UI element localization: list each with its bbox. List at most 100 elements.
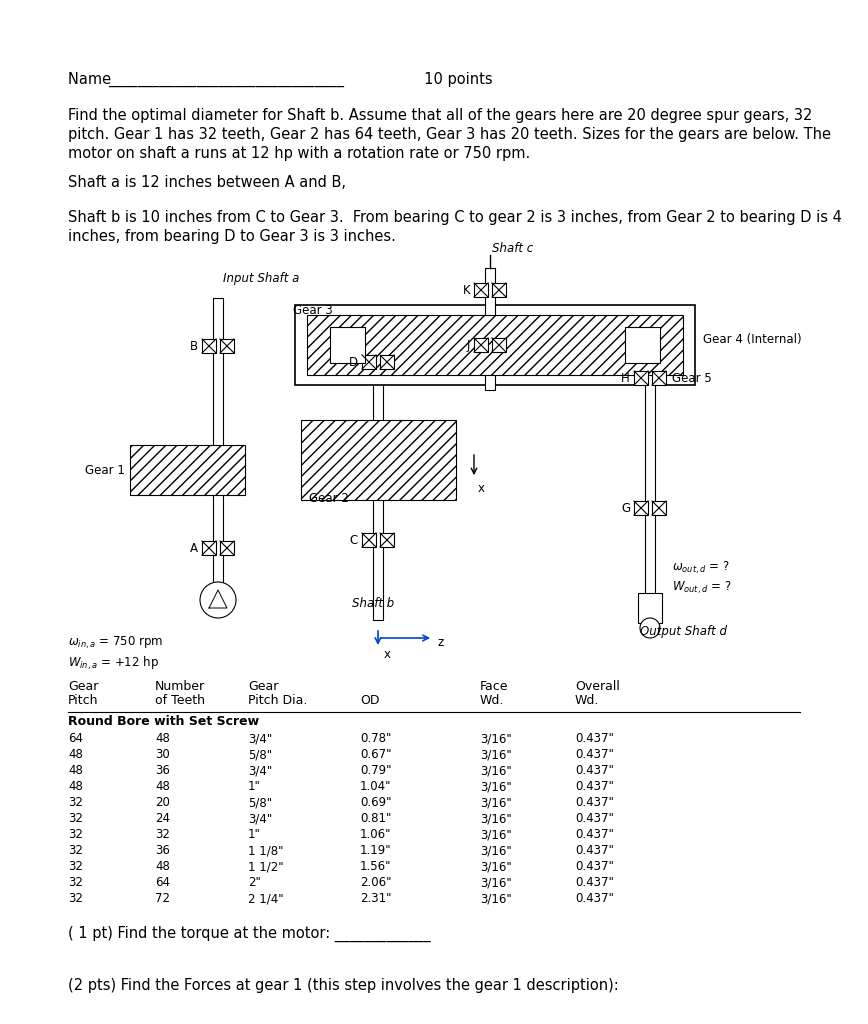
- Bar: [220, 339, 234, 353]
- Text: 1": 1": [248, 780, 261, 793]
- Text: OD: OD: [360, 694, 379, 707]
- Text: 24: 24: [155, 812, 170, 825]
- Text: Gear 3: Gear 3: [293, 304, 333, 317]
- Text: 32: 32: [68, 892, 82, 905]
- Bar: [202, 339, 216, 353]
- Text: Gear 5: Gear 5: [672, 372, 712, 384]
- Bar: [380, 355, 394, 369]
- Text: 1 1/8": 1 1/8": [248, 844, 284, 857]
- Text: 2.31": 2.31": [360, 892, 391, 905]
- Bar: [130, 445, 245, 495]
- Text: (2 pts) Find the Forces at gear 1 (this step involves the gear 1 description):: (2 pts) Find the Forces at gear 1 (this …: [68, 978, 619, 993]
- Bar: [474, 338, 488, 352]
- Text: G: G: [621, 502, 630, 514]
- Text: 0.437": 0.437": [575, 828, 614, 841]
- Text: 10 points: 10 points: [415, 72, 493, 87]
- Bar: [638, 593, 662, 623]
- Text: Wd.: Wd.: [575, 694, 600, 707]
- Bar: [645, 316, 655, 618]
- Bar: [307, 315, 683, 375]
- Text: 3/4": 3/4": [248, 812, 273, 825]
- Text: pitch. Gear 1 has 32 teeth, Gear 2 has 64 teeth, Gear 3 has 20 teeth. Sizes for : pitch. Gear 1 has 32 teeth, Gear 2 has 6…: [68, 127, 831, 142]
- Text: of Teeth: of Teeth: [155, 694, 205, 707]
- Text: 2.06": 2.06": [360, 876, 391, 889]
- Text: 3/4": 3/4": [248, 764, 273, 777]
- Text: Gear 1: Gear 1: [85, 464, 125, 476]
- Text: 3/16": 3/16": [480, 780, 512, 793]
- Bar: [348, 322, 408, 357]
- Text: 3/16": 3/16": [480, 748, 512, 761]
- Text: Shaft b is 10 inches from C to Gear 3.  From bearing C to gear 2 is 3 inches, fr: Shaft b is 10 inches from C to Gear 3. F…: [68, 210, 842, 225]
- Text: 0.67": 0.67": [360, 748, 391, 761]
- Text: C: C: [350, 534, 358, 547]
- Text: Shaft a is 12 inches between A and B,: Shaft a is 12 inches between A and B,: [68, 175, 346, 190]
- Text: 1 1/2": 1 1/2": [248, 860, 284, 873]
- Text: Gear: Gear: [68, 680, 98, 693]
- Bar: [652, 371, 666, 385]
- Text: 0.437": 0.437": [575, 860, 614, 873]
- Text: 32: 32: [68, 876, 82, 889]
- Text: 48: 48: [68, 748, 82, 761]
- Bar: [373, 310, 383, 620]
- Text: 0.69": 0.69": [360, 796, 391, 809]
- Text: 48: 48: [68, 780, 82, 793]
- Bar: [362, 355, 376, 369]
- Text: x: x: [478, 482, 485, 495]
- Bar: [634, 371, 648, 385]
- Text: 2": 2": [248, 876, 261, 889]
- Text: 3/16": 3/16": [480, 892, 512, 905]
- Text: Output Shaft d: Output Shaft d: [640, 625, 727, 638]
- Text: motor on shaft a runs at 12 hp with a rotation rate or 750 rpm.: motor on shaft a runs at 12 hp with a ro…: [68, 146, 530, 161]
- Text: 1.06": 1.06": [360, 828, 391, 841]
- Text: H: H: [621, 372, 630, 384]
- Text: 0.437": 0.437": [575, 892, 614, 905]
- Text: J: J: [467, 339, 470, 351]
- Text: A: A: [190, 542, 198, 555]
- Text: 64: 64: [68, 732, 83, 745]
- Text: 0.437": 0.437": [575, 796, 614, 809]
- Text: 36: 36: [155, 844, 170, 857]
- Text: 32: 32: [68, 796, 82, 809]
- Text: Face: Face: [480, 680, 509, 693]
- Bar: [492, 338, 506, 352]
- Bar: [202, 541, 216, 555]
- Circle shape: [200, 582, 236, 618]
- Text: 5/8": 5/8": [248, 748, 273, 761]
- Text: Name: Name: [68, 72, 115, 87]
- Text: 0.437": 0.437": [575, 764, 614, 777]
- Bar: [474, 283, 488, 297]
- Text: 1": 1": [248, 828, 261, 841]
- Text: 0.437": 0.437": [575, 876, 614, 889]
- Bar: [220, 541, 234, 555]
- Text: ________________________________: ________________________________: [108, 72, 344, 87]
- Text: 0.437": 0.437": [575, 844, 614, 857]
- Text: 0.78": 0.78": [360, 732, 391, 745]
- Text: D: D: [349, 355, 358, 369]
- Text: 36: 36: [155, 764, 170, 777]
- Text: Pitch Dia.: Pitch Dia.: [248, 694, 307, 707]
- Text: 2 1/4": 2 1/4": [248, 892, 284, 905]
- Bar: [492, 283, 506, 297]
- Text: 0.79": 0.79": [360, 764, 391, 777]
- Text: 32: 32: [68, 860, 82, 873]
- Text: 64: 64: [155, 876, 170, 889]
- Bar: [301, 420, 456, 500]
- Text: $\omega_{in,a}$ = 750 rpm: $\omega_{in,a}$ = 750 rpm: [68, 635, 163, 651]
- Text: Overall: Overall: [575, 680, 620, 693]
- Text: Number: Number: [155, 680, 205, 693]
- Text: z: z: [438, 636, 444, 648]
- Text: Shaft b: Shaft b: [352, 597, 394, 610]
- Text: Gear 2: Gear 2: [309, 492, 349, 505]
- Text: 0.437": 0.437": [575, 812, 614, 825]
- Text: 48: 48: [155, 860, 170, 873]
- Text: 48: 48: [155, 780, 170, 793]
- Bar: [652, 501, 666, 515]
- Text: Round Bore with Set Screw: Round Bore with Set Screw: [68, 715, 260, 728]
- Text: 32: 32: [68, 844, 82, 857]
- Circle shape: [640, 618, 660, 638]
- Text: x: x: [384, 648, 391, 662]
- Text: ( 1 pt) Find the torque at the motor: _____________: ( 1 pt) Find the torque at the motor: __…: [68, 926, 431, 942]
- Text: 0.437": 0.437": [575, 748, 614, 761]
- Text: 3/16": 3/16": [480, 764, 512, 777]
- Text: Pitch: Pitch: [68, 694, 98, 707]
